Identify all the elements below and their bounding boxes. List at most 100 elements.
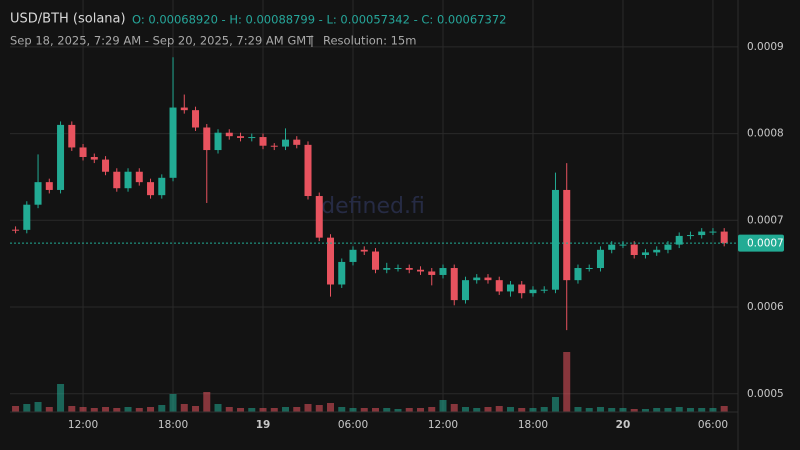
volume-bar [698, 408, 706, 412]
volume-bar [248, 408, 256, 412]
volume-bar [23, 404, 31, 412]
candle-body [225, 132, 233, 137]
last-price-label: 0.0007 [747, 238, 784, 250]
x-tick-label: 18:00 [518, 419, 548, 431]
volume-bar [428, 407, 436, 412]
candle-body [192, 110, 200, 128]
volume-bar [237, 408, 245, 412]
volume-bar [551, 397, 559, 412]
candle-body [293, 139, 301, 145]
volume-bar [518, 408, 526, 412]
candle-body [68, 124, 76, 148]
volume-bar [529, 408, 537, 412]
volume-bar [461, 407, 469, 412]
volume-bar [585, 408, 593, 412]
candle-body [237, 136, 245, 138]
volume-bar [653, 408, 661, 412]
volume-bar [473, 408, 481, 412]
chart-title: USD/BTH (solana) [10, 12, 126, 27]
x-tick-label: 18:00 [158, 419, 188, 431]
volume-bar [630, 409, 638, 412]
candle-body [135, 171, 143, 183]
volume-bar [416, 408, 424, 412]
volume-bar [12, 406, 20, 412]
volume-bar [608, 408, 616, 412]
watermark: defined.fi [321, 194, 425, 219]
candle-body [338, 261, 346, 285]
candle-body [563, 189, 571, 281]
volume-bar [596, 407, 604, 412]
volume-bar [709, 408, 717, 412]
candle-body [709, 231, 717, 233]
last-price-tag [738, 234, 784, 252]
volume-bar [405, 408, 413, 412]
candle-body [698, 231, 706, 236]
candle-body [12, 229, 20, 231]
volume-bar [169, 394, 177, 412]
marks [10, 57, 738, 412]
candle-body [608, 244, 616, 250]
volume-bar [371, 408, 379, 412]
volume-bar [574, 407, 582, 412]
volume-bar [113, 408, 121, 412]
candle-body [439, 268, 447, 275]
candle-body [619, 244, 627, 246]
candle-body [270, 145, 278, 147]
volume-bar [192, 406, 200, 412]
candle-body [79, 147, 87, 157]
candle-body [282, 139, 290, 147]
candle-body [349, 249, 357, 262]
candle-body [304, 144, 312, 197]
candle-body [383, 268, 391, 270]
resolution: Resolution: 15m [323, 34, 416, 48]
volume-bar [338, 407, 346, 412]
volume-bar [641, 409, 649, 412]
date-range: Sep 18, 2025, 7:29 AM - Sep 20, 2025, 7:… [10, 34, 314, 48]
candle-body [45, 182, 53, 190]
volume-bar [293, 407, 301, 412]
y-tick-label: 0.0005 [747, 388, 784, 400]
candle-body [327, 237, 335, 285]
candle-body [394, 268, 402, 270]
volume-bar [147, 407, 155, 412]
x-tick-label: 19 [256, 419, 271, 431]
y-tick-label: 0.0006 [747, 301, 784, 313]
x-tick-label: 12:00 [428, 419, 458, 431]
y-tick-label: 0.0008 [747, 128, 784, 140]
candle-body [214, 132, 222, 151]
candle-body [90, 156, 98, 160]
candle-body [113, 171, 121, 189]
volume-bar [259, 408, 267, 412]
candle-body [259, 137, 267, 146]
y-tick-label: 0.0007 [747, 214, 784, 226]
candle-body [484, 277, 492, 281]
candle-body [551, 189, 559, 290]
volume-bar [203, 392, 211, 412]
volume-bar [270, 408, 278, 412]
candle-body [518, 284, 526, 294]
volume-bar [225, 407, 233, 412]
volume-bar [304, 404, 312, 412]
candle-body [158, 177, 166, 196]
candle-body [641, 252, 649, 256]
candle-body [461, 280, 469, 301]
candle-body [574, 268, 582, 281]
candle-body [686, 235, 694, 237]
candle-body [371, 251, 379, 270]
volume-bar [102, 407, 110, 412]
candle-body [169, 107, 177, 178]
x-tick-label: 20 [616, 419, 631, 431]
volume-bar [495, 406, 503, 412]
x-tick-label: 12:00 [68, 419, 98, 431]
candle-body [102, 159, 110, 172]
volume-bar [124, 407, 132, 412]
candle-body [57, 124, 65, 190]
candle-body [360, 249, 368, 252]
volume-bar [45, 407, 53, 412]
volume-bar [383, 408, 391, 412]
candle-body [180, 107, 188, 111]
volume-bar [394, 409, 402, 412]
candle-body [473, 277, 481, 281]
